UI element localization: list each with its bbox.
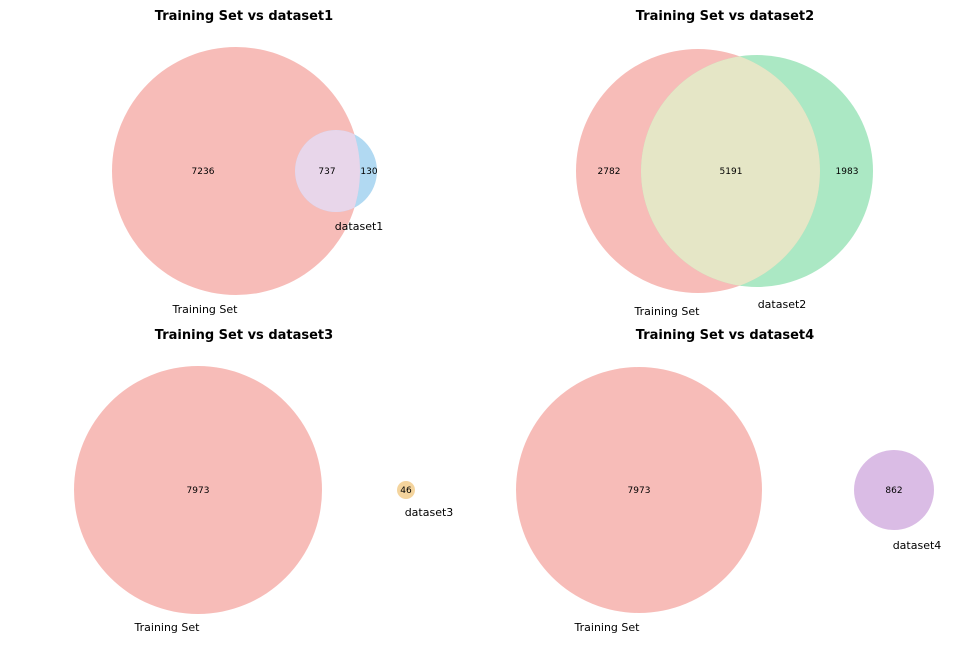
panel-title: Training Set vs dataset3 xyxy=(155,328,333,343)
venn-panel-3: Training Set vs dataset3 7973 46 Trainin… xyxy=(74,328,453,634)
panel-title: Training Set vs dataset4 xyxy=(636,328,814,343)
training-set-label: Training Set xyxy=(134,621,201,634)
dataset-label: dataset3 xyxy=(405,506,454,519)
venn-panel-2: Training Set vs dataset2 2782 5191 1983 … xyxy=(576,9,873,318)
training-set-circle xyxy=(74,366,322,614)
dataset-label: dataset1 xyxy=(335,220,384,233)
training-set-circle xyxy=(516,367,762,613)
panel-title: Training Set vs dataset1 xyxy=(155,9,333,24)
dataset3-circle xyxy=(397,481,415,499)
only-training-count: 7236 xyxy=(192,167,215,177)
only-training-count: 7973 xyxy=(187,486,210,496)
only-dataset-count: 130 xyxy=(360,167,377,177)
overlap-count: 5191 xyxy=(720,167,743,177)
training-set-circle xyxy=(112,47,360,295)
venn-panel-1: Training Set vs dataset1 7236 737 130 Tr… xyxy=(112,9,383,316)
only-training-count: 2782 xyxy=(598,167,621,177)
only-training-count: 7973 xyxy=(628,486,651,496)
only-dataset-count: 46 xyxy=(400,486,412,496)
only-dataset-count: 862 xyxy=(885,486,902,496)
panel-title: Training Set vs dataset2 xyxy=(636,9,814,24)
only-dataset-count: 1983 xyxy=(836,167,859,177)
dataset-label: dataset4 xyxy=(893,539,942,552)
dataset4-circle xyxy=(854,450,934,530)
training-set-label: Training Set xyxy=(574,621,641,634)
overlap-region xyxy=(641,55,820,287)
venn-panel-4: Training Set vs dataset4 7973 862 Traini… xyxy=(516,328,941,634)
training-set-label: Training Set xyxy=(634,305,701,318)
dataset-label: dataset2 xyxy=(758,298,807,311)
overlap-count: 737 xyxy=(318,167,335,177)
training-set-label: Training Set xyxy=(172,303,239,316)
